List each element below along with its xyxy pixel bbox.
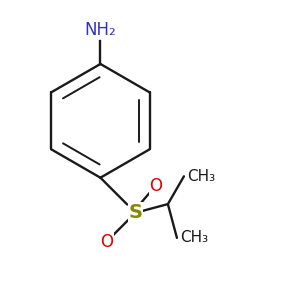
Text: NH₂: NH₂ <box>85 21 116 39</box>
Text: CH₃: CH₃ <box>187 169 215 184</box>
Text: S: S <box>128 203 142 222</box>
Text: O: O <box>100 233 113 251</box>
Text: O: O <box>150 177 163 195</box>
Text: CH₃: CH₃ <box>180 230 208 245</box>
